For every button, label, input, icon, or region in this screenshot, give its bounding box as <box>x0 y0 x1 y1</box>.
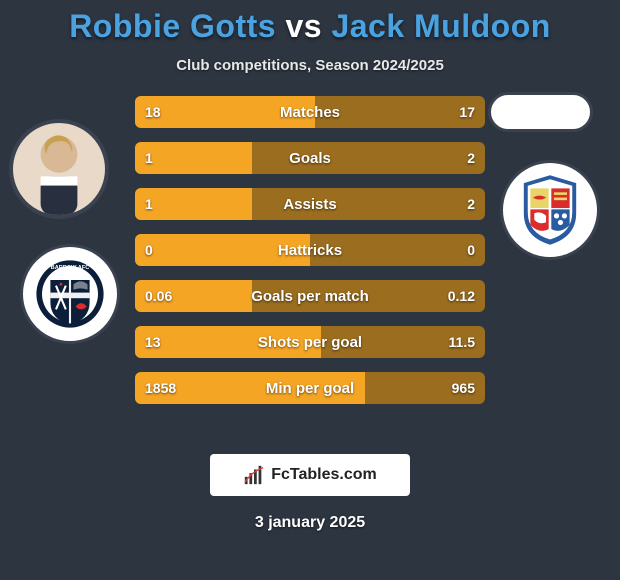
player1-avatar <box>9 119 109 219</box>
title-player2: Jack Muldoon <box>331 8 550 44</box>
stat-label: Hattricks <box>135 234 485 266</box>
stat-row: 13Shots per goal11.5 <box>135 326 485 358</box>
stat-row: 1Assists2 <box>135 188 485 220</box>
stat-row: 1Goals2 <box>135 142 485 174</box>
player2-avatar <box>488 92 593 132</box>
stat-value-right: 0.12 <box>448 280 475 312</box>
stat-value-right: 2 <box>467 142 475 174</box>
player1-club-badge: BARROW AFC <box>20 244 120 344</box>
bars-chart-icon <box>243 464 265 486</box>
stat-label: Min per goal <box>135 372 485 404</box>
stat-value-right: 965 <box>452 372 475 404</box>
watermark-badge: FcTables.com <box>210 454 410 496</box>
stat-label: Assists <box>135 188 485 220</box>
player2-club-badge <box>500 160 600 260</box>
club-right-crest-icon <box>516 174 584 246</box>
stat-row: 0.06Goals per match0.12 <box>135 280 485 312</box>
stat-row: 0Hattricks0 <box>135 234 485 266</box>
watermark-text: FcTables.com <box>271 466 377 484</box>
stat-label: Goals per match <box>135 280 485 312</box>
date-text: 3 january 2025 <box>0 514 620 532</box>
stat-row: 18Matches17 <box>135 96 485 128</box>
stat-row: 1858Min per goal965 <box>135 372 485 404</box>
stats-bars: 18Matches17 1Goals2 1Assists2 0Hattricks0 0.… <box>135 96 485 418</box>
player1-silhouette-icon <box>13 123 105 215</box>
page-title: Robbie Gotts vs Jack Muldoon <box>0 0 620 45</box>
stat-value-right: 17 <box>459 96 475 128</box>
svg-text:BARROW AFC: BARROW AFC <box>51 265 90 271</box>
stat-value-right: 2 <box>467 188 475 220</box>
stat-label: Goals <box>135 142 485 174</box>
title-vs: vs <box>276 8 331 44</box>
club-left-crest-icon: BARROW AFC <box>35 259 105 329</box>
stat-value-right: 0 <box>467 234 475 266</box>
stat-value-right: 11.5 <box>449 326 475 358</box>
stat-label: Shots per goal <box>135 326 485 358</box>
subtitle: Club competitions, Season 2024/2025 <box>0 57 620 74</box>
stat-label: Matches <box>135 96 485 128</box>
title-player1: Robbie Gotts <box>69 8 276 44</box>
